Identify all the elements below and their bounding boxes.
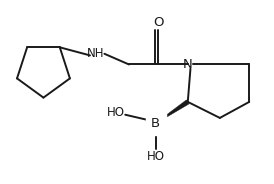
Text: B: B [151,117,160,130]
Text: O: O [153,16,164,29]
Text: HO: HO [107,106,125,119]
Text: NH: NH [87,47,104,60]
Text: HO: HO [147,151,165,163]
Text: N: N [183,58,193,71]
Polygon shape [156,100,189,123]
